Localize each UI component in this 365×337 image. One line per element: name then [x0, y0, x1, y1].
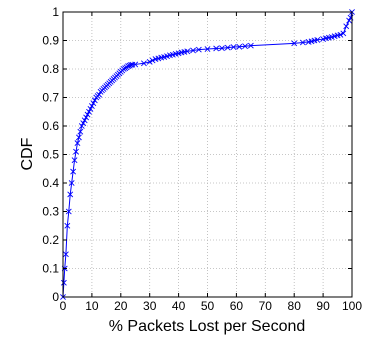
data-point-marker [96, 91, 103, 98]
y-tick-label: 0.8 [42, 62, 59, 76]
y-tick-label: 0 [52, 290, 59, 304]
data-point-marker [230, 44, 237, 50]
data-point-marker [80, 120, 87, 127]
axis-ticks [62, 11, 353, 298]
data-point-marker [190, 47, 196, 54]
data-point-marker [62, 251, 69, 258]
data-point-marker [291, 40, 298, 47]
data-point-marker [314, 37, 321, 43]
data-point-marker [86, 108, 92, 115]
y-tick-label: 0.7 [42, 91, 59, 105]
y-tick-label: 1 [52, 5, 59, 19]
data-point-marker [71, 157, 78, 164]
data-point-marker [77, 128, 84, 135]
x-tick-label: 30 [143, 299, 157, 313]
x-tick-label: 0 [60, 299, 67, 313]
data-point-marker [90, 100, 97, 107]
data-point-marker [204, 46, 211, 52]
data-point-marker [346, 17, 353, 24]
data-point-marker [299, 39, 306, 46]
x-tick-label: 20 [114, 299, 128, 313]
x-tick-label: 70 [259, 299, 273, 313]
data-point-marker [184, 48, 191, 55]
data-point-marker [149, 57, 156, 64]
data-point-marker [236, 43, 243, 50]
data-point-marker [83, 114, 90, 121]
x-tick-label: 80 [288, 299, 302, 313]
data-point-marker [67, 191, 74, 198]
x-tick-label: 40 [172, 299, 186, 313]
data-point-marker [64, 222, 71, 229]
y-tick-label: 0.4 [42, 176, 59, 190]
y-axis-label: CDF [19, 137, 36, 170]
x-tick-label: 50 [201, 299, 215, 313]
data-point-marker [141, 60, 147, 67]
y-tick-label: 0.5 [42, 148, 59, 162]
data-point-marker [242, 43, 248, 50]
x-tick-labels: 0 10 20 30 40 50 60 70 80 90 100 [60, 299, 363, 313]
y-tick-labels: 0 0.1 0.2 0.3 0.4 0.5 0.6 0.7 0.8 0.9 1 [42, 5, 59, 304]
y-tick-label: 0.2 [42, 233, 59, 247]
data-point-marker [343, 23, 350, 30]
data-point-marker [65, 208, 72, 215]
data-point-marker [91, 97, 98, 104]
data-point-marker [88, 103, 95, 109]
data-point-marker [146, 58, 153, 65]
data-point-marker [68, 180, 75, 186]
data-point-marker [195, 46, 202, 53]
data-point-marker [337, 31, 344, 38]
data-point-marker [224, 44, 231, 51]
x-tick-label: 90 [316, 299, 330, 313]
y-tick-label: 0.9 [42, 34, 59, 48]
data-point-marker [75, 134, 82, 141]
series-layer [60, 9, 355, 300]
data-point-marker [247, 42, 254, 49]
y-tick-label: 0.3 [42, 205, 59, 219]
data-point-marker [132, 61, 139, 68]
data-point-marker [70, 168, 77, 175]
data-point-marker [219, 45, 225, 52]
data-point-marker [340, 30, 347, 37]
x-axis-label: % Packets Lost per Second [109, 318, 306, 335]
data-point-marker [81, 117, 88, 124]
data-point-marker [60, 279, 67, 286]
y-tick-label: 0.1 [42, 262, 59, 276]
y-tick-label: 0.6 [42, 119, 59, 133]
data-point-marker [73, 148, 79, 155]
data-point-marker [78, 123, 85, 129]
data-point-marker [213, 45, 220, 52]
x-tick-label: 10 [85, 299, 99, 313]
x-tick-label: 100 [342, 299, 362, 313]
x-tick-label: 60 [230, 299, 244, 313]
data-point-marker [84, 111, 91, 118]
data-point-marker [87, 105, 94, 112]
data-point-marker [74, 140, 81, 147]
grid [63, 12, 352, 297]
